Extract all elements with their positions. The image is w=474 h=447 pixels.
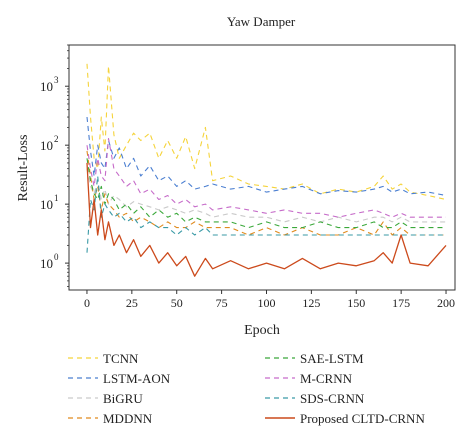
y-tick-label: 10 (40, 79, 53, 94)
x-tick-label: 100 (257, 296, 275, 310)
y-tick-exponent: 2 (54, 134, 59, 144)
x-tick-label: 0 (84, 296, 90, 310)
x-tick-label: 175 (392, 296, 410, 310)
series-line-4 (86, 158, 446, 229)
x-tick-label: 200 (437, 296, 455, 310)
series-line-1 (86, 116, 447, 197)
x-tick-label: 150 (347, 296, 365, 310)
y-tick-label: 10 (40, 256, 53, 271)
legend-label-5: M-CRNN (300, 371, 353, 386)
legend-label-6: SDS-CRNN (300, 391, 365, 406)
x-tick-label: 125 (302, 296, 320, 310)
legend-label-0: TCNN (103, 351, 139, 366)
x-tick-label: 50 (171, 296, 183, 310)
series-line-7 (86, 162, 447, 277)
y-tick-exponent: 0 (54, 252, 59, 262)
plot-frame (68, 44, 456, 291)
chart-title: Yaw Damper (227, 14, 296, 29)
x-tick-label: 25 (126, 296, 138, 310)
legend-label-4: SAE-LSTM (300, 351, 364, 366)
legend: TCNN LSTM-AON BiGRU MDDNN SAE-LSTM M-CRNN SDS-… (68, 351, 425, 426)
series-line-5 (86, 137, 446, 218)
y-tick-label: 10 (40, 138, 53, 153)
y-axis-label: Result-Loss (16, 135, 31, 202)
series-line-6 (86, 175, 446, 253)
legend-label-2: BiGRU (103, 391, 143, 406)
x-tick-label: 75 (216, 296, 228, 310)
legend-label-7: Proposed CLTD-CRNN (300, 411, 425, 426)
series-line-3 (86, 150, 446, 236)
legend-label-1: LSTM-AON (103, 371, 171, 386)
series-line-2 (86, 168, 446, 223)
series-layer (86, 63, 447, 277)
series-line-0 (86, 63, 447, 201)
x-axis-label: Epoch (244, 323, 280, 338)
y-tick-exponent: 3 (54, 75, 59, 85)
legend-label-3: MDDNN (103, 411, 153, 426)
y-tick-exponent: 1 (54, 193, 59, 203)
y-tick-label: 10 (40, 197, 53, 212)
